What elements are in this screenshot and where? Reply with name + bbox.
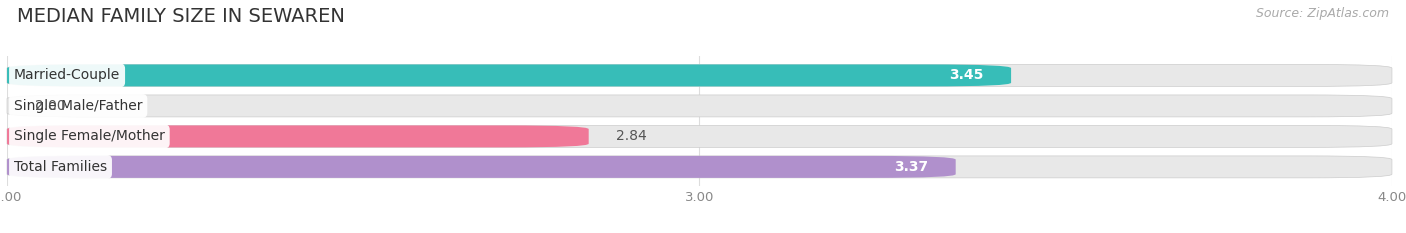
Text: 2.00: 2.00 [35,99,65,113]
Text: 3.37: 3.37 [894,160,928,174]
FancyBboxPatch shape [7,95,1392,117]
FancyBboxPatch shape [7,65,1011,86]
Text: Total Families: Total Families [14,160,107,174]
FancyBboxPatch shape [7,156,956,178]
Text: Source: ZipAtlas.com: Source: ZipAtlas.com [1256,7,1389,20]
Text: Single Male/Father: Single Male/Father [14,99,142,113]
Text: 3.45: 3.45 [949,69,983,82]
Text: Single Female/Mother: Single Female/Mother [14,129,165,143]
FancyBboxPatch shape [7,156,1392,178]
Text: 2.84: 2.84 [616,129,647,143]
FancyBboxPatch shape [7,65,1392,86]
FancyBboxPatch shape [7,125,589,147]
Text: Married-Couple: Married-Couple [14,69,120,82]
Text: MEDIAN FAMILY SIZE IN SEWAREN: MEDIAN FAMILY SIZE IN SEWAREN [17,7,344,26]
FancyBboxPatch shape [7,125,1392,147]
